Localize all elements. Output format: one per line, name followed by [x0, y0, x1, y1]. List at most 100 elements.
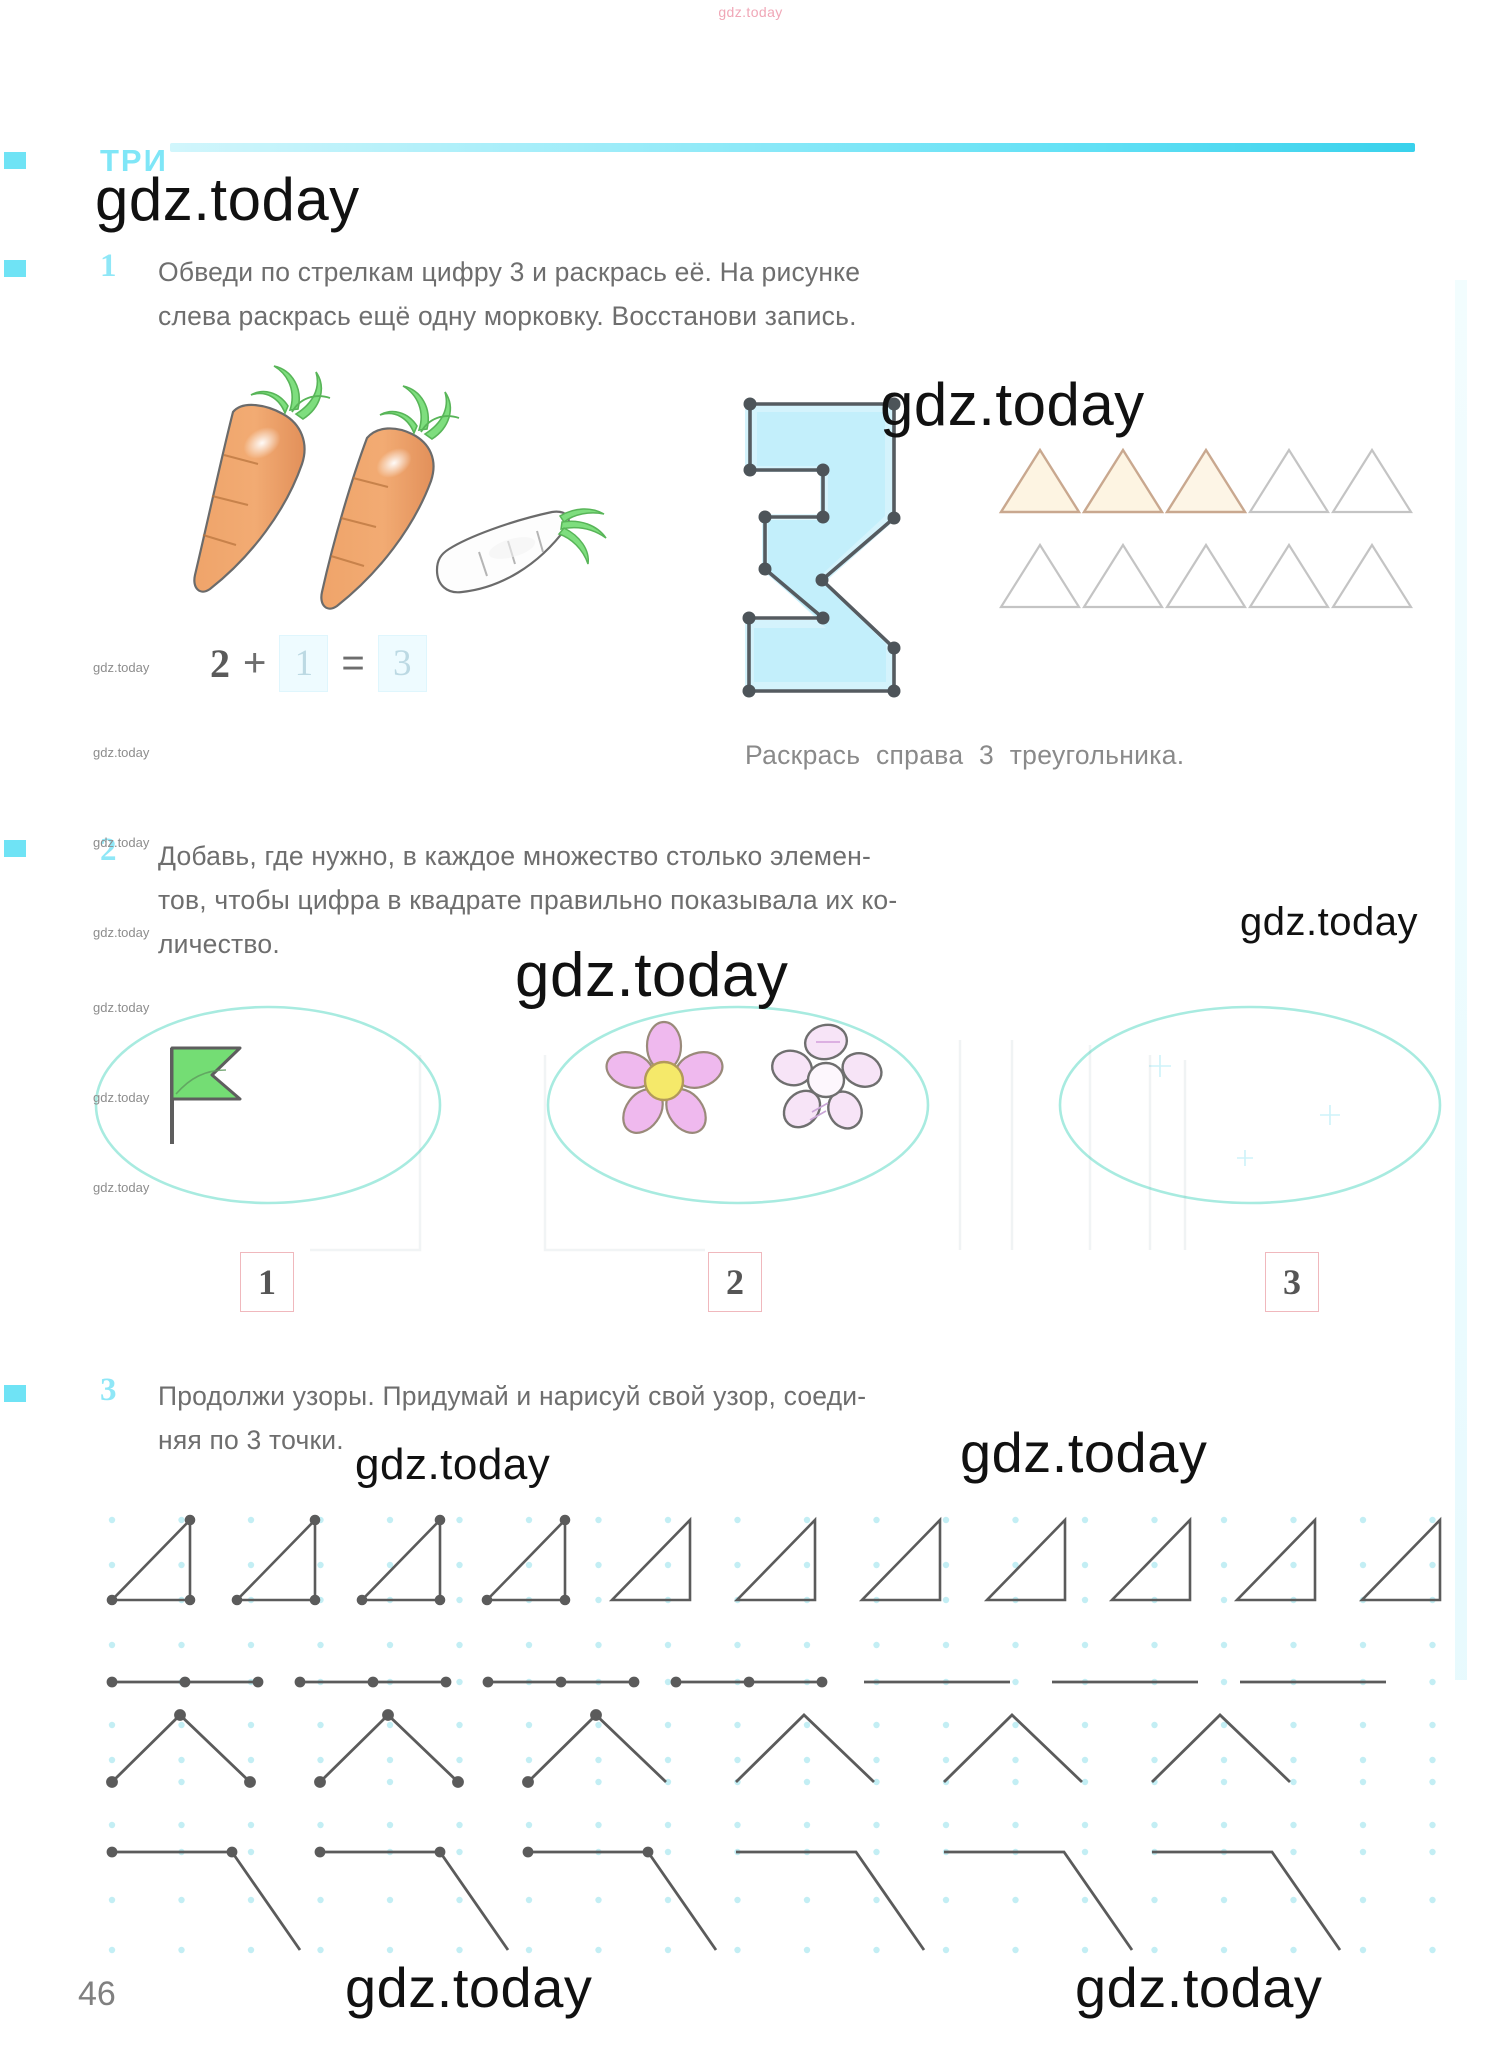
grid-dot	[873, 1756, 880, 1764]
grid-dot	[178, 1516, 185, 1524]
grid-dot	[1220, 1678, 1228, 1686]
grid-dot	[1359, 1678, 1367, 1686]
pattern-row-segments[interactable]	[106, 1676, 1386, 1688]
grid-dot	[1151, 1641, 1158, 1649]
grid-dot	[456, 1946, 463, 1954]
grid-dot	[1220, 1946, 1228, 1954]
page-number: 46	[78, 1975, 116, 2013]
set-ellipses[interactable]	[94, 1005, 1442, 1205]
grid-dot	[178, 1596, 185, 1604]
grid-dot	[664, 1756, 672, 1764]
grid-dot	[873, 1596, 880, 1604]
equation-first-term: 2	[210, 641, 230, 686]
grid-dot	[1012, 1848, 1019, 1856]
grid-dot	[664, 1848, 672, 1856]
pattern-shape-triangle	[356, 1514, 446, 1606]
grid-dot	[1429, 1596, 1436, 1604]
pattern-shape-bent	[736, 1850, 926, 1951]
grid-dot	[1151, 1516, 1158, 1524]
pattern-row-bent-lines[interactable]	[106, 1846, 1342, 1951]
pattern-shape-chevron	[314, 1709, 464, 1788]
grid-dot	[1429, 1678, 1436, 1686]
triangle-empty	[1165, 542, 1247, 609]
cyan-marker-4	[4, 1385, 26, 1402]
set-2-count-box[interactable]: 2	[708, 1252, 762, 1312]
pattern-shape-segment	[482, 1676, 640, 1688]
grid-dot	[317, 1821, 324, 1829]
grid-dot	[1429, 1721, 1436, 1729]
big-digit-3-outline[interactable]	[742, 397, 901, 698]
set-3-count-box[interactable]: 3	[1265, 1252, 1319, 1312]
grid-dot	[317, 1721, 324, 1729]
grid-dot	[942, 1821, 950, 1829]
grid-dot	[664, 1641, 672, 1649]
watermark-large-2: gdz.today	[880, 371, 1145, 438]
set-ellipse-3	[1058, 1005, 1442, 1205]
grid-dot	[525, 1778, 533, 1786]
grid-dot	[873, 1946, 880, 1954]
grid-dot	[386, 1678, 394, 1686]
grid-dot	[178, 1896, 185, 1904]
grid-dot	[108, 1561, 116, 1569]
grid-dot	[386, 1821, 394, 1829]
grid-dot	[247, 1561, 255, 1569]
grid-dot	[456, 1596, 463, 1604]
equation-equals-sign: =	[341, 641, 365, 685]
cyan-edge-right	[1455, 280, 1467, 1680]
triangle-empty	[1248, 447, 1330, 514]
grid-dot	[247, 1821, 255, 1829]
grid-dot	[803, 1516, 811, 1524]
equation-sum-box[interactable]: 3	[377, 635, 427, 692]
pattern-dot-grid	[108, 1516, 1436, 1954]
triangle-filled	[1164, 447, 1248, 514]
triangle-row-2	[999, 542, 1413, 609]
cyan-marker-3	[4, 840, 26, 857]
grid-dot	[1220, 1596, 1228, 1604]
pattern-shape-triangle	[1233, 1516, 1317, 1602]
grid-dot	[1012, 1596, 1019, 1604]
carrot-3-uncolored[interactable]	[435, 508, 607, 594]
grid-dot	[1290, 1721, 1297, 1729]
set-ellipse-2	[546, 1005, 930, 1205]
pattern-shape-triangle	[1108, 1516, 1192, 1602]
grid-dot	[317, 1516, 324, 1524]
grid-dot	[734, 1721, 741, 1729]
pattern-row-right-triangles[interactable]	[106, 1514, 1442, 1606]
exercise-2-line1: Добавь, где нужно, в каждое множество ст…	[158, 841, 872, 871]
grid-dot	[247, 1848, 255, 1856]
grid-dot	[456, 1678, 463, 1686]
grid-dot	[664, 1821, 672, 1829]
pattern-row-chevrons[interactable]	[106, 1709, 1291, 1788]
pattern-shape-triangle	[1358, 1516, 1442, 1602]
grid-dot	[873, 1848, 880, 1856]
equation-addend-box[interactable]: 1	[279, 635, 329, 692]
green-flag[interactable]	[170, 1046, 242, 1144]
cyan-marker-2	[4, 260, 26, 277]
pattern-shape-bent	[106, 1846, 302, 1951]
set-1-count-box[interactable]: 1	[240, 1252, 294, 1312]
grid-dot	[595, 1946, 602, 1954]
grid-dot	[386, 1896, 394, 1904]
grid-dot	[525, 1896, 533, 1904]
grid-dot	[386, 1516, 394, 1524]
pattern-shape-triangle	[733, 1516, 817, 1602]
watermark-small-7: gdz.today	[93, 1180, 150, 1195]
grid-dot	[108, 1896, 116, 1904]
grid-dot	[1359, 1756, 1367, 1764]
grid-dot	[734, 1896, 741, 1904]
flower-1[interactable]	[602, 1020, 727, 1140]
grid-dot	[1290, 1848, 1297, 1856]
grid-dot	[108, 1721, 116, 1729]
grid-dot	[1081, 1516, 1089, 1524]
grid-dot	[942, 1721, 950, 1729]
grid-dot	[1290, 1821, 1297, 1829]
grid-dot	[386, 1848, 394, 1856]
grid-dot	[247, 1721, 255, 1729]
grid-dot	[108, 1821, 116, 1829]
triangle-grid[interactable]	[998, 447, 1413, 609]
grid-dot	[178, 1756, 185, 1764]
watermark-small-6: gdz.today	[93, 1090, 150, 1105]
grid-dot	[1151, 1946, 1158, 1954]
flower-2[interactable]	[768, 1021, 887, 1134]
